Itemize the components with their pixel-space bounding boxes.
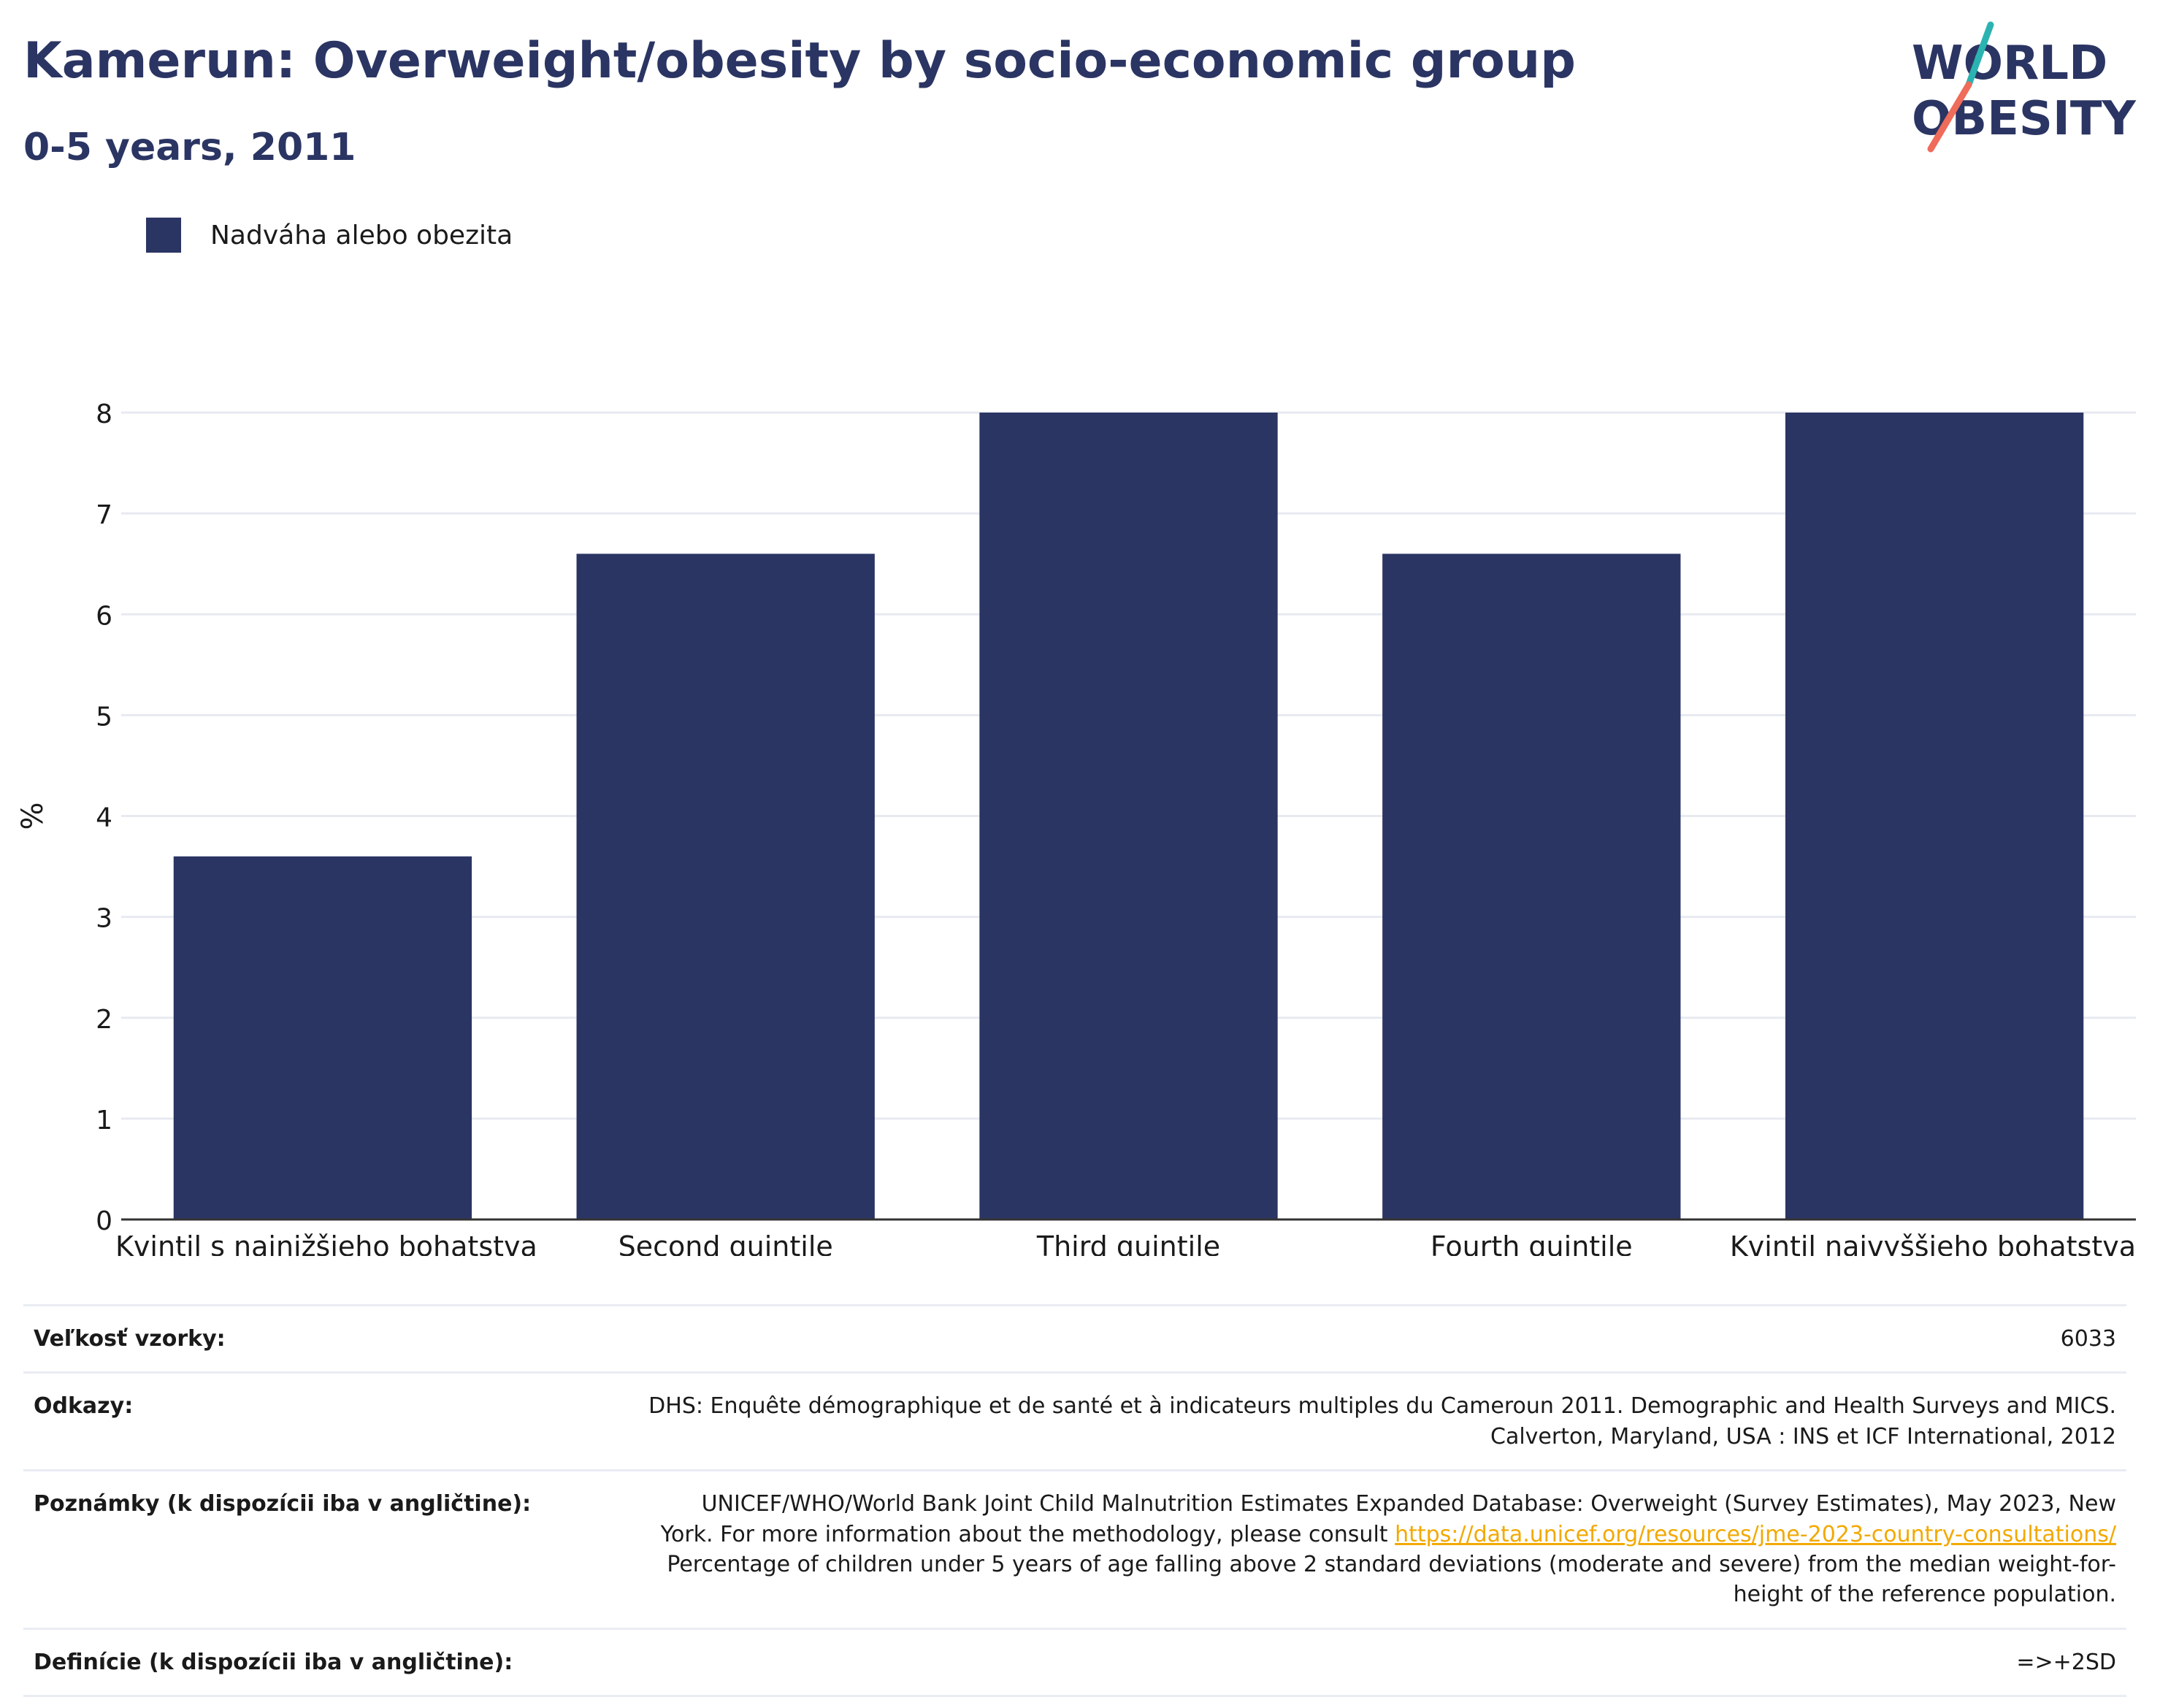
meta-row-references: Odkazy: DHS: Enquête démographique et de… bbox=[23, 1371, 2126, 1472]
logo-slash-coral bbox=[1927, 81, 1972, 153]
definitions-label: Definície (k dispozícii iba v angličtine… bbox=[23, 1627, 570, 1698]
x-tick-label: Second quintile bbox=[618, 1230, 833, 1256]
notes-line-2: York. For more information about the met… bbox=[660, 1521, 1388, 1547]
x-tick-label: Fourth quintile bbox=[1431, 1230, 1633, 1256]
x-tick-label: Kvintil s najnižšieho bohatstva bbox=[115, 1230, 537, 1256]
notes-line-3: Percentage of children under 5 years of … bbox=[667, 1551, 2116, 1577]
chart-title: Kamerun: Overweight/obesity by socio-eco… bbox=[23, 32, 1576, 90]
notes-label: Poznámky (k dispozícii iba v angličtine)… bbox=[23, 1469, 570, 1630]
bar bbox=[1382, 554, 1681, 1219]
legend: Nadváha alebo obezita bbox=[146, 216, 513, 254]
metadata-table: Veľkosť vzorky: 6033 Odkazy: DHS: Enquêt… bbox=[23, 1303, 2126, 1698]
bar bbox=[173, 856, 472, 1219]
y-tick-label: 3 bbox=[96, 904, 112, 934]
logo-slash-teal bbox=[1965, 21, 1994, 88]
bar bbox=[979, 413, 1278, 1219]
y-tick-label: 5 bbox=[96, 702, 112, 732]
y-tick-label: 4 bbox=[96, 803, 112, 833]
notes-line-4: height of the reference population. bbox=[1733, 1582, 2116, 1608]
sample-size-label: Veľkosť vzorky: bbox=[23, 1303, 570, 1374]
chart-subtitle: 0-5 years, 2011 bbox=[23, 126, 356, 169]
y-axis-ticks: 0 1 2 3 4 5 6 7 8 bbox=[96, 399, 112, 1236]
bars bbox=[173, 413, 2084, 1219]
references-label: Odkazy: bbox=[23, 1371, 570, 1472]
meta-row-definitions: Definície (k dispozícii iba v angličtine… bbox=[23, 1627, 2126, 1698]
definitions-value: =>+2SD bbox=[570, 1627, 2126, 1698]
x-tick-label: Third quintile bbox=[1036, 1230, 1220, 1256]
y-tick-label: 2 bbox=[96, 1005, 112, 1035]
references-line-2: Calverton, Maryland, USA : INS et ICF In… bbox=[1490, 1423, 2116, 1449]
bar-chart: 0 1 2 3 4 5 6 7 8 Kvintil s najnižšieho bohatstv… bbox=[16, 399, 2136, 1256]
meta-row-notes: Poznámky (k dispozícii iba v angličtine)… bbox=[23, 1469, 2126, 1630]
y-axis-label: % bbox=[16, 802, 50, 830]
x-axis-ticks: Kvintil s najnižšieho bohatstva Second qu… bbox=[115, 1230, 2136, 1256]
references-line-1: DHS: Enquête démographique et de santé e… bbox=[648, 1393, 2116, 1420]
notes-line-1: UNICEF/WHO/World Bank Joint Child Malnut… bbox=[701, 1491, 2116, 1517]
y-tick-label: 0 bbox=[96, 1206, 112, 1236]
bar bbox=[1785, 413, 2084, 1219]
x-tick-label: Kvintil najvyššieho bohatstva bbox=[1730, 1230, 2136, 1256]
notes-link[interactable]: https://data.unicef.org/resources/jme-20… bbox=[1395, 1521, 2116, 1547]
notes-value: UNICEF/WHO/World Bank Joint Child Malnut… bbox=[570, 1469, 2126, 1630]
y-tick-label: 7 bbox=[96, 500, 112, 530]
y-tick-label: 1 bbox=[96, 1106, 112, 1136]
logo-text-world: WORLD bbox=[1912, 37, 2107, 91]
y-tick-label: 8 bbox=[96, 399, 112, 429]
legend-label: Nadváha alebo obezita bbox=[210, 220, 513, 250]
references-value: DHS: Enquête démographique et de santé e… bbox=[570, 1371, 2126, 1472]
legend-swatch bbox=[146, 218, 181, 253]
sample-size-value: 6033 bbox=[570, 1303, 2126, 1374]
meta-row-sample-size: Veľkosť vzorky: 6033 bbox=[23, 1303, 2126, 1374]
world-obesity-logo: WORLD OBESITY bbox=[1912, 21, 2136, 153]
y-tick-label: 6 bbox=[96, 601, 112, 631]
bar bbox=[576, 554, 875, 1219]
